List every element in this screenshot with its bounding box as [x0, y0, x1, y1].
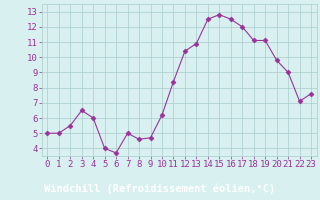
Text: Windchill (Refroidissement éolien,°C): Windchill (Refroidissement éolien,°C): [44, 184, 276, 194]
